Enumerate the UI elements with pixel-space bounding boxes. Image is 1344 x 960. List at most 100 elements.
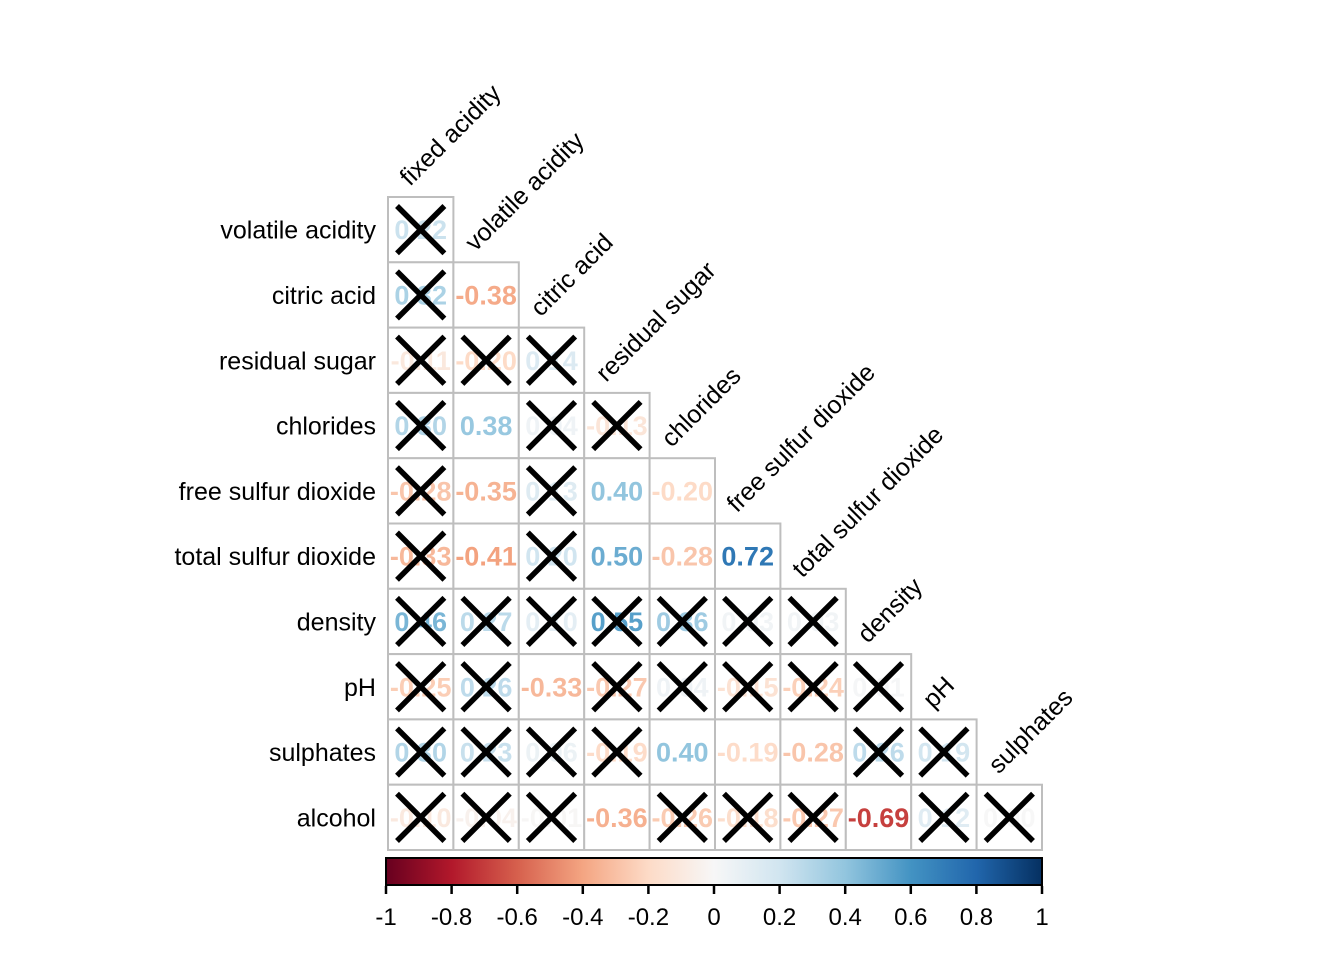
colorbar-tick-label: 0 [707, 904, 720, 931]
cross-mark-icon [591, 726, 643, 778]
colorbar-tick-label: -0.2 [628, 904, 669, 931]
row-label: density [297, 608, 377, 636]
column-label: chlorides [656, 362, 747, 453]
cross-mark-icon [395, 661, 447, 713]
cross-mark-icon [787, 595, 839, 648]
cross-mark-icon [525, 726, 578, 778]
cross-mark-icon [395, 334, 447, 386]
column-label: citric acid [525, 228, 618, 321]
correlation-value: -0.19 [717, 738, 779, 768]
correlation-value: -0.35 [455, 476, 517, 506]
colorbar-tick-label: -1 [375, 904, 396, 931]
matrix-cell [452, 391, 520, 460]
matrix-cell [648, 522, 716, 590]
row-label: total sulfur dioxide [174, 543, 376, 571]
matrix-cell [583, 783, 651, 852]
cross-mark-icon [460, 791, 512, 843]
row-label: alcohol [297, 804, 376, 832]
significance-cross-marks [395, 204, 1035, 843]
cross-mark-icon [395, 269, 447, 321]
cross-mark-icon [591, 661, 643, 713]
matrix-cell [714, 522, 782, 590]
correlation-value: 0.72 [721, 542, 774, 572]
correlation-value: -0.69 [848, 803, 910, 833]
matrix-cell [583, 457, 651, 525]
cross-mark-icon [722, 595, 774, 648]
cross-mark-icon [525, 465, 578, 517]
cross-mark-icon [525, 334, 578, 386]
correlation-value: -0.28 [782, 738, 844, 768]
colorbar-tick-label: 0.4 [829, 904, 862, 931]
cross-mark-icon [656, 791, 708, 843]
cross-mark-icon [395, 399, 447, 452]
colorbar-tick-label: -0.4 [562, 904, 603, 931]
correlation-value: 0.40 [656, 738, 709, 768]
column-label: volatile acidity [460, 126, 590, 256]
cross-mark-icon [656, 595, 708, 648]
correlation-value: -0.38 [455, 280, 517, 310]
colorbar-tick-label: 0.6 [894, 904, 927, 931]
cross-mark-icon [656, 661, 708, 713]
row-label: sulphates [269, 739, 376, 767]
cross-mark-icon [395, 726, 447, 778]
colorbar-tick-label: -0.6 [497, 904, 538, 931]
cross-mark-icon [395, 595, 447, 648]
colorbar-tick-label: 1 [1035, 904, 1048, 931]
cross-mark-icon [395, 530, 447, 582]
cross-mark-icon [591, 399, 643, 452]
matrix-cell [452, 457, 520, 525]
row-label: residual sugar [219, 347, 376, 375]
row-label: citric acid [272, 282, 376, 310]
cross-mark-icon [918, 791, 970, 843]
colorbar-gradient [385, 857, 1043, 886]
cross-mark-icon [787, 661, 839, 713]
cross-mark-icon [852, 661, 905, 713]
row-label: pH [344, 674, 376, 702]
cross-mark-icon [460, 726, 512, 778]
cross-mark-icon [918, 726, 970, 778]
colorbar-tick-label: 0.8 [960, 904, 993, 931]
matrix-cell [452, 522, 520, 590]
row-label: volatile acidity [220, 217, 376, 245]
correlation-value: -0.33 [521, 672, 583, 702]
row-label: free sulfur dioxide [179, 478, 376, 506]
cross-mark-icon [525, 530, 578, 582]
cross-mark-icon [460, 661, 512, 713]
correlation-value: -0.28 [652, 542, 714, 572]
colorbar-tick-label: -0.8 [431, 904, 472, 931]
cross-mark-icon [460, 595, 512, 648]
cross-mark-icon [525, 399, 578, 452]
cross-mark-icon [591, 595, 643, 648]
correlation-value: 0.50 [591, 542, 644, 572]
cross-mark-icon [395, 791, 447, 843]
row-labels: volatile acidity citric acid residual suga… [174, 217, 376, 833]
cross-mark-icon [525, 595, 578, 648]
cross-mark-icon [852, 726, 905, 778]
colorbar-tick-label: 0.2 [763, 904, 796, 931]
cross-mark-icon [722, 661, 774, 713]
column-label: density [852, 572, 928, 648]
matrix-cell [517, 653, 586, 721]
cross-mark-icon [787, 791, 839, 843]
cross-mark-icon [395, 204, 447, 256]
correlation-value: 0.38 [460, 411, 513, 441]
cross-mark-icon [460, 334, 512, 386]
matrix-cell [583, 522, 651, 590]
correlation-value: -0.36 [586, 803, 648, 833]
matrix-cell [844, 783, 913, 852]
colorbar: -1 -0.8 -0.6 -0.4 -0.2 0 0.2 0.4 0.6 0.8 1 [375, 857, 1049, 931]
cross-mark-icon [525, 791, 578, 843]
row-label: chlorides [276, 413, 376, 441]
correlation-value: -0.20 [652, 476, 714, 506]
correlation-values: 0.220.32-0.38-0.11-0.200.140.300.380.04-… [390, 215, 1036, 833]
cross-mark-icon [395, 465, 447, 517]
cross-mark-icon [983, 791, 1035, 843]
cross-mark-icon [722, 791, 774, 843]
column-label: fixed acidity [394, 79, 507, 192]
column-label: residual sugar [591, 256, 722, 387]
column-label: sulphates [983, 683, 1078, 778]
column-label: pH [918, 671, 960, 713]
matrix-cell [714, 718, 782, 786]
